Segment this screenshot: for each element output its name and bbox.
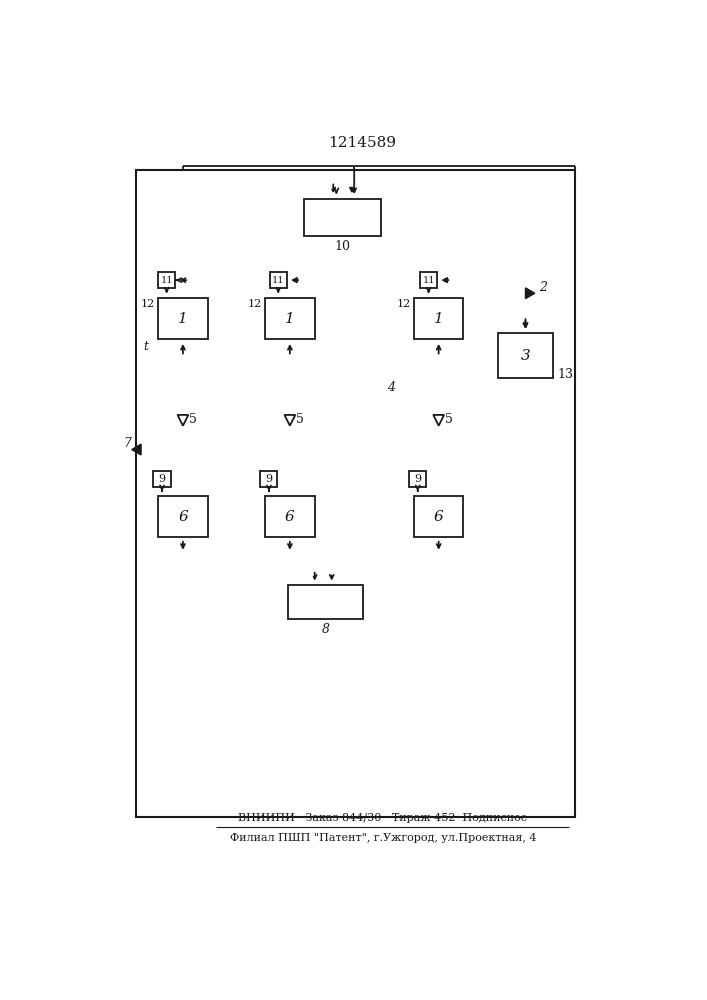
Text: 1: 1 [434,312,443,326]
Bar [158,496,208,537]
Bar [420,272,437,288]
Bar [136,170,575,817]
Polygon shape [132,444,141,455]
Bar [265,496,315,537]
Text: 5: 5 [296,413,304,426]
Bar [409,471,426,487]
Text: 10: 10 [334,240,351,253]
Bar [288,585,363,619]
Bar [414,496,464,537]
Bar [304,199,381,235]
Text: 12: 12 [397,299,411,309]
Bar [260,471,277,487]
Text: 5: 5 [189,413,197,426]
Text: 12: 12 [247,299,262,309]
Bar [158,272,175,288]
Text: 1: 1 [285,312,295,326]
Text: 1: 1 [178,312,188,326]
Text: t: t [144,340,148,353]
Text: 11: 11 [422,276,435,285]
Text: 9: 9 [158,474,165,484]
Bar [153,471,170,487]
Text: 11: 11 [160,276,173,285]
Text: 7: 7 [123,437,131,450]
Text: 3: 3 [520,349,530,363]
Text: 8: 8 [322,623,329,636]
Text: 9: 9 [265,474,272,484]
Bar [265,298,315,339]
Text: Филиал ПШП "Патент", г.Ужгород, ул.Проектная, 4: Филиал ПШП "Патент", г.Ужгород, ул.Проек… [230,833,536,843]
Text: 6: 6 [434,510,443,524]
Text: 1214589: 1214589 [328,136,396,150]
Bar [270,272,287,288]
Text: 2: 2 [539,281,547,294]
Text: 6: 6 [285,510,295,524]
Polygon shape [525,288,534,299]
Text: 5: 5 [445,413,452,426]
Text: 4: 4 [387,381,395,394]
Text: 6: 6 [178,510,188,524]
Bar [498,333,554,378]
Text: 9: 9 [414,474,421,484]
Text: 11: 11 [272,276,284,285]
Bar [414,298,464,339]
Text: ВНИИПИ   Заказ 844/30   Тираж 452  Подписное: ВНИИПИ Заказ 844/30 Тираж 452 Подписное [238,813,527,823]
Text: 13: 13 [557,368,573,381]
Bar [158,298,208,339]
Text: 12: 12 [141,299,155,309]
